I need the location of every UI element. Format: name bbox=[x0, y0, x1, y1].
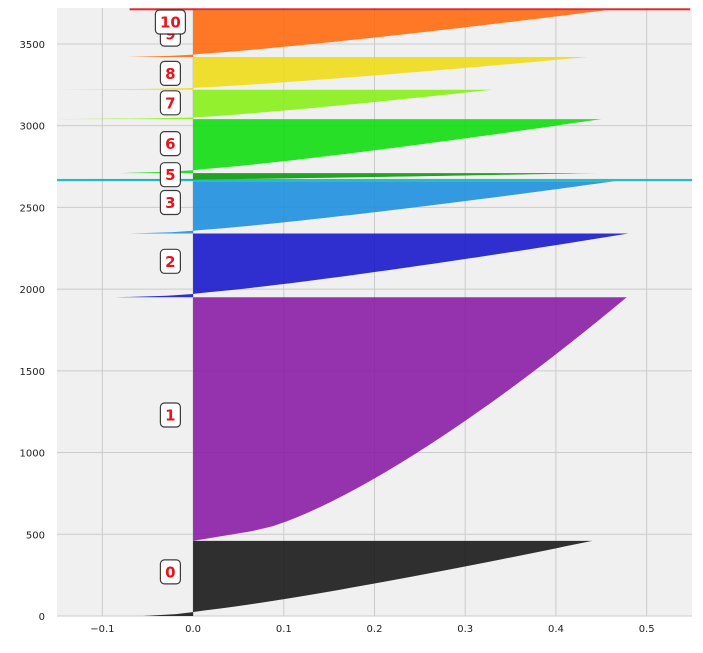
cluster-label-text: 6 bbox=[165, 135, 175, 153]
cluster-label-box bbox=[159, 131, 181, 157]
x-tick-label: 0.2 bbox=[367, 624, 383, 635]
x-tick-label: 0.1 bbox=[276, 624, 292, 635]
cluster-0-band bbox=[143, 540, 593, 616]
cluster-label-box bbox=[159, 559, 181, 585]
x-tick-label: 0.3 bbox=[457, 624, 473, 635]
cluster-8-label: 8 bbox=[159, 60, 181, 86]
y-tick-label: 1000 bbox=[20, 449, 45, 460]
cluster-6-band bbox=[120, 119, 602, 174]
cluster-label-box bbox=[154, 9, 186, 35]
cluster-label-text: 3 bbox=[165, 194, 175, 212]
cluster-10-band bbox=[129, 8, 691, 11]
cluster-label-box bbox=[159, 248, 181, 274]
cluster-label-text: 1 bbox=[165, 406, 175, 424]
cluster-1-band bbox=[193, 297, 627, 541]
y-tick-label: 1500 bbox=[20, 367, 45, 378]
x-tick-label: 0.0 bbox=[185, 624, 201, 635]
x-tick-label: 0.4 bbox=[548, 624, 564, 635]
y-tick-label: 0 bbox=[39, 612, 45, 623]
cluster-5-band bbox=[57, 173, 597, 180]
cluster-label-box bbox=[159, 90, 181, 116]
cluster-label-box bbox=[159, 60, 181, 86]
cluster-2-label: 2 bbox=[159, 248, 181, 274]
x-tick-label: −0.1 bbox=[90, 624, 114, 635]
y-tick-labels: 0 500 1000 1500 2000 2500 3000 3500 bbox=[20, 40, 45, 623]
cluster-label-text: 7 bbox=[165, 94, 175, 112]
y-tick-label: 3000 bbox=[20, 122, 45, 133]
cluster-2-band bbox=[115, 233, 629, 298]
x-tick-labels: −0.1 0.0 0.1 0.2 0.3 0.4 0.5 bbox=[90, 624, 654, 635]
cluster-0-label: 0 bbox=[159, 559, 181, 585]
cluster-label-box bbox=[159, 189, 181, 216]
cluster-label-text: 5 bbox=[165, 166, 175, 184]
cluster-labels: 0 1 2 3 5 6 7 8 910 bbox=[154, 9, 186, 585]
cluster-label-text: 10 bbox=[160, 14, 181, 32]
cluster-9-band bbox=[125, 10, 606, 58]
x-tick-label: 0.5 bbox=[639, 624, 655, 635]
cluster-bands bbox=[57, 8, 692, 616]
cluster-label-box bbox=[159, 162, 181, 188]
cluster-7-label: 7 bbox=[159, 90, 181, 116]
cluster-7-band bbox=[57, 89, 493, 120]
cluster-10-label: 10 bbox=[154, 9, 186, 35]
y-tick-label: 500 bbox=[26, 530, 45, 541]
cluster-label-text: 9 bbox=[165, 26, 175, 44]
y-tick-label: 2500 bbox=[20, 203, 45, 214]
cluster-4-band bbox=[57, 178, 692, 182]
cluster-3-label: 3 bbox=[159, 189, 181, 216]
cluster-5-label: 5 bbox=[159, 162, 181, 188]
cluster-1-label: 1 bbox=[159, 402, 181, 428]
cluster-label-text: 8 bbox=[165, 65, 175, 83]
cluster-3-band bbox=[129, 181, 615, 234]
cluster-label-text: 0 bbox=[165, 563, 175, 581]
y-tick-label: 3500 bbox=[20, 40, 45, 51]
cluster-label-box bbox=[159, 402, 181, 428]
cluster-label-text: 2 bbox=[165, 253, 175, 271]
y-tick-label: 2000 bbox=[20, 285, 45, 296]
cluster-8-band bbox=[57, 57, 588, 90]
cluster-6-label: 6 bbox=[159, 131, 181, 157]
